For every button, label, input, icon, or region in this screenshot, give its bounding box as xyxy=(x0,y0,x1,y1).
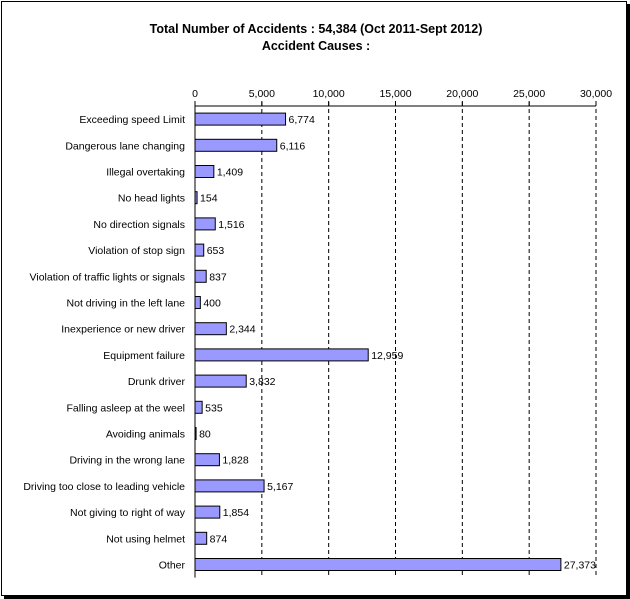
value-label: 2,344 xyxy=(229,324,255,336)
value-label: 154 xyxy=(200,193,218,205)
x-tick-label: 25,000 xyxy=(513,88,545,100)
category-label: Not giving to right of way xyxy=(70,507,186,519)
category-label: Equipment failure xyxy=(103,350,185,362)
value-label: 80 xyxy=(199,429,211,441)
category-label: Violation of stop sign xyxy=(88,245,185,257)
bar xyxy=(194,138,278,152)
bar xyxy=(194,112,287,126)
bar xyxy=(194,165,215,178)
value-label: 400 xyxy=(203,298,221,310)
category-label: Not driving in the left lane xyxy=(67,298,186,310)
bar xyxy=(194,322,227,336)
x-tick-label: 10,000 xyxy=(313,88,345,100)
category-label: Not using helmet xyxy=(106,533,185,545)
category-label: Dangerous lane changing xyxy=(65,140,185,152)
value-label: 5,167 xyxy=(267,481,293,493)
value-label: 874 xyxy=(210,533,228,545)
category-label: Driving in the wrong lane xyxy=(69,455,185,467)
category-label: Avoiding animals xyxy=(106,429,185,441)
bars xyxy=(194,112,562,571)
bar xyxy=(194,269,207,283)
category-label: Drunk driver xyxy=(128,376,186,388)
bar xyxy=(194,531,208,545)
value-labels: 6,774 6,116 1,409 154 1,516 653 837 400 2,344 12,… xyxy=(199,114,596,571)
category-label: No head lights xyxy=(118,193,185,205)
chart-subtitle: Accident Causes : xyxy=(262,39,370,53)
bar xyxy=(194,374,247,388)
bar xyxy=(194,453,220,467)
x-tick-label: 5,000 xyxy=(249,88,275,100)
value-label: 1,854 xyxy=(223,507,249,519)
gridlines xyxy=(261,102,597,578)
category-labels: Exceeding speed Limit Dangerous lane chan… xyxy=(23,114,185,571)
value-label: 653 xyxy=(207,245,225,257)
x-tick-label: 15,000 xyxy=(379,88,411,100)
chart-title: Total Number of Accidents : 54,384 (Oct … xyxy=(150,22,483,36)
value-label: 535 xyxy=(205,402,223,414)
value-label: 27,373 xyxy=(564,560,596,572)
value-label: 6,774 xyxy=(289,114,315,126)
value-label: 3,832 xyxy=(249,376,275,388)
value-label: 1,828 xyxy=(222,455,248,467)
value-label: 1,516 xyxy=(218,219,244,231)
category-label: Driving too close to leading vehicle xyxy=(23,481,185,493)
bar xyxy=(194,400,203,414)
value-label: 837 xyxy=(209,271,227,283)
category-label: Exceeding speed Limit xyxy=(79,114,185,126)
category-label: Violation of traffic lights or signals xyxy=(30,271,185,283)
category-label: Falling asleep at the weel xyxy=(67,402,186,414)
bar xyxy=(194,217,216,231)
bar xyxy=(194,505,221,519)
value-label: 1,409 xyxy=(217,167,243,179)
x-tick-label: 20,000 xyxy=(446,88,478,100)
x-tick-label: 0 xyxy=(192,88,198,100)
value-label: 12,959 xyxy=(371,350,403,362)
category-label: No direction signals xyxy=(93,219,185,231)
x-axis-ticks: 0 5,000 10,000 15,000 20,000 25,000 30,000 xyxy=(192,88,612,106)
category-label: Other xyxy=(159,560,186,572)
category-label: Inexperience or new driver xyxy=(61,324,185,336)
bar xyxy=(194,479,265,493)
value-label: 6,116 xyxy=(280,140,306,152)
x-tick-label: 30,000 xyxy=(580,88,612,100)
bar xyxy=(194,348,369,362)
bar xyxy=(194,296,201,309)
bar xyxy=(194,558,562,571)
category-label: Illegal overtaking xyxy=(106,167,185,179)
bar xyxy=(194,243,205,257)
